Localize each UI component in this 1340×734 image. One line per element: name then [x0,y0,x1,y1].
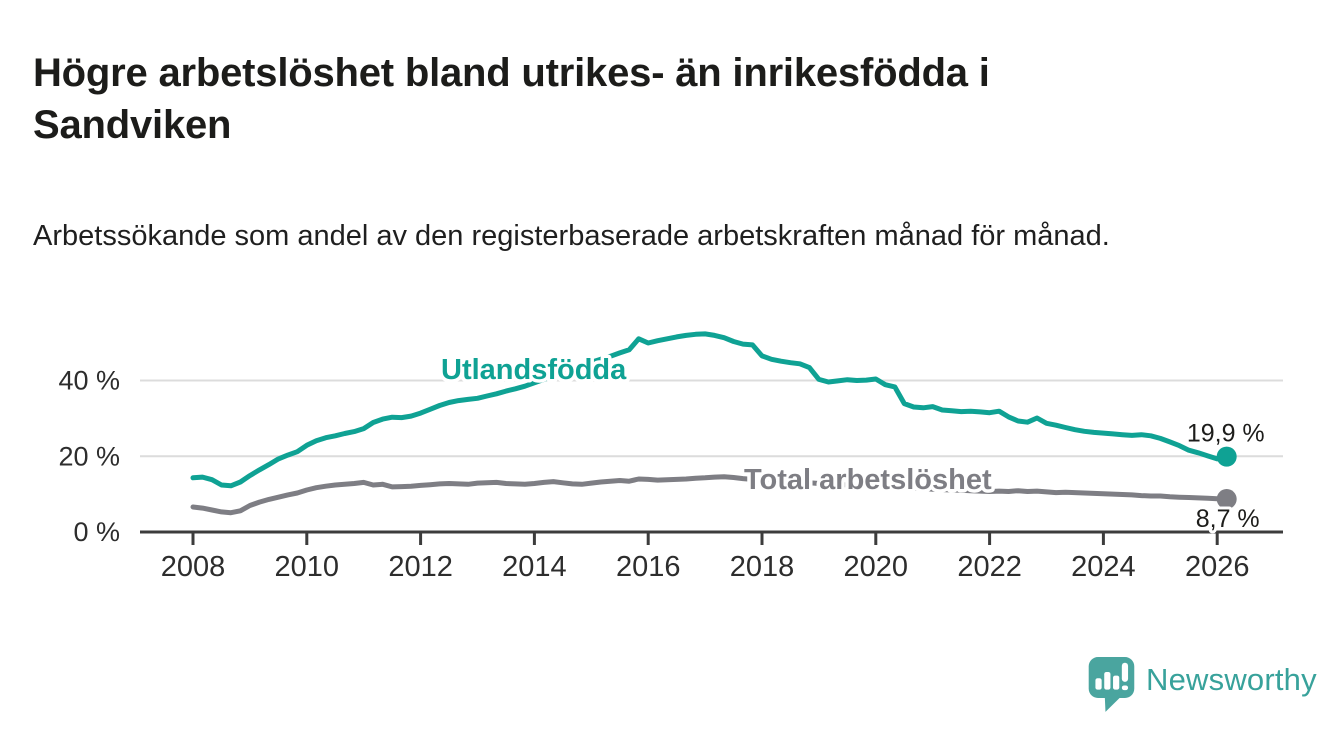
newsworthy-logo: Newsworthy [1086,656,1317,714]
series-endpoint-dot-utlandsfodda [1216,446,1237,467]
x-axis-tick-label: 2024 [1071,551,1136,583]
x-axis-tick-label: 2026 [1185,551,1250,583]
exclamation-dot-glyph [1121,685,1129,691]
series-line-total-arbetsloshet [190,474,1230,516]
newsworthy-logo-icon [1088,657,1135,712]
bar-glyph-2 [1104,672,1111,690]
x-axis-tick-label: 2008 [161,551,226,583]
series-line-utlandsfodda [190,331,1230,489]
y-axis-tick-label: 20 % [58,441,120,471]
x-axis-tick-label: 2022 [957,551,1022,583]
x-axis-tick-label: 2016 [616,551,681,583]
chart-title: Högre arbetslöshet bland utrikes- än inr… [33,50,990,147]
x-axis-tick-label: 2014 [502,551,567,583]
bar-glyph-3 [1113,675,1120,690]
end-value-label-total-arbetsloshet: 8,7 % [1196,505,1260,533]
x-axis-tick-label: 2018 [730,551,795,583]
y-axis-tick-label: 0 % [73,517,120,547]
bar-glyph-1 [1095,678,1102,690]
x-axis-tick-label: 2020 [844,551,909,583]
newsworthy-logo-text: Newsworthy [1146,662,1317,697]
x-axis-tick-label: 2010 [275,551,340,583]
series-endpoint-dot-total-arbetsloshet [1216,489,1237,510]
end-value-label-utlandsfodda: 19,9 % [1187,420,1265,448]
y-axis-tick-label: 40 % [58,366,120,396]
chart-subtitle: Arbetssökande som andel av den registerb… [33,220,1110,252]
x-axis-tick-label: 2012 [388,551,453,583]
exclamation-bar-glyph [1121,662,1129,682]
series-label-utlandsfodda: Utlandsfödda [441,354,627,386]
series-label-total-arbetsloshet: Total arbetslöshet [744,464,992,496]
